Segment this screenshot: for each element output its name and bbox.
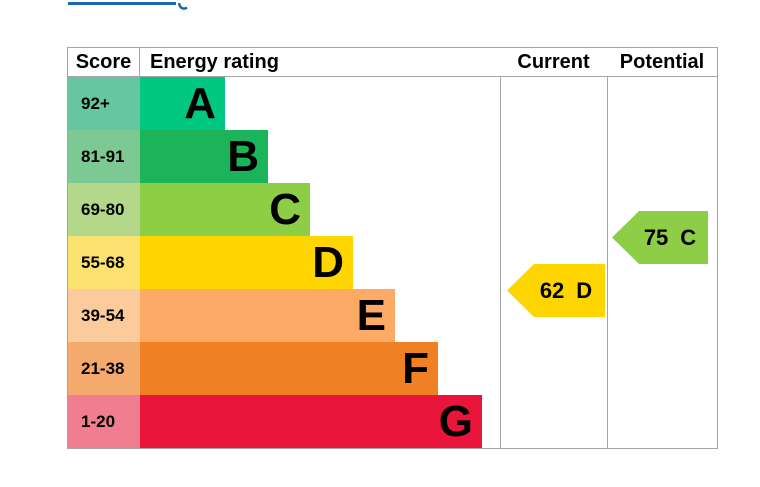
score-range-cell: 69-80 <box>68 183 140 236</box>
band-letter: B <box>227 131 259 181</box>
header-potential: Potential <box>619 51 705 73</box>
band-row-a: 92+ A <box>68 77 717 130</box>
band-row-b: 81-91 B <box>68 130 717 183</box>
band-bar: F <box>140 342 438 395</box>
band-row-c: 69-80 C <box>68 183 717 236</box>
band-row-d: 55-68 D <box>68 236 717 289</box>
band-rows: 62 D 75 C 92+ A 81-91 B 69-80 C 55-68 D … <box>68 77 717 448</box>
table-header-row: Score Energy rating Current Potential <box>68 48 717 77</box>
link-underline <box>68 2 176 5</box>
header-score: Score <box>68 48 140 76</box>
band-letter: A <box>184 78 216 128</box>
band-bar: B <box>140 130 268 183</box>
header-energy-rating: Energy rating <box>150 51 279 73</box>
band-row-g: 1-20 G <box>68 395 717 448</box>
band-bar: C <box>140 183 310 236</box>
score-range-cell: 21-38 <box>68 342 140 395</box>
epc-table: Score Energy rating Current Potential 62… <box>67 47 718 449</box>
band-row-f: 21-38 F <box>68 342 717 395</box>
band-bar: G <box>140 395 482 448</box>
link-descender-glyph <box>177 0 188 17</box>
band-bar: A <box>140 77 225 130</box>
potential-rating-value: 75 <box>643 224 669 250</box>
band-letter: E <box>356 290 386 340</box>
potential-rating-letter: C <box>680 224 697 250</box>
current-rating-value: 62 <box>539 277 565 303</box>
band-letter: F <box>402 343 429 393</box>
score-range-cell: 1-20 <box>68 395 140 448</box>
band-bar: E <box>140 289 395 342</box>
band-row-e: 39-54 E <box>68 289 717 342</box>
current-rating-letter: D <box>576 277 593 303</box>
band-bar: D <box>140 236 353 289</box>
score-range-cell: 92+ <box>68 77 140 130</box>
score-range-cell: 55-68 <box>68 236 140 289</box>
column-divider-potential <box>607 77 608 448</box>
clipped-link[interactable] <box>68 0 188 10</box>
score-range-cell: 39-54 <box>68 289 140 342</box>
band-letter: G <box>438 396 473 446</box>
column-divider-current <box>500 77 501 448</box>
score-range-cell: 81-91 <box>68 130 140 183</box>
band-letter: C <box>269 184 301 234</box>
band-letter: D <box>312 237 344 287</box>
header-current: Current <box>517 51 590 73</box>
